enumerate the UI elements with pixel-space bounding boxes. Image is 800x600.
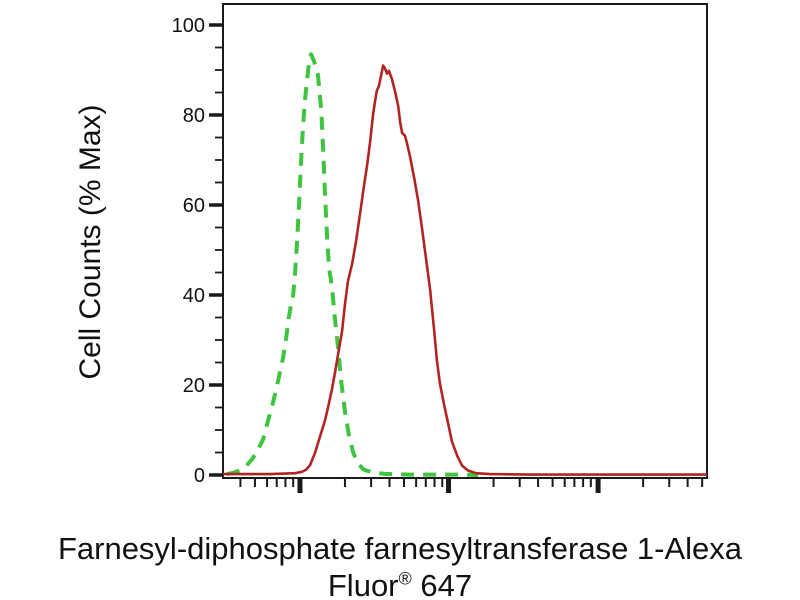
y-axis-tick-labels: 0 20 40 60 80 100 (172, 15, 205, 487)
y-tick-label: 60 (183, 195, 205, 217)
chart-title: Farnesyl-diphosphate farnesyltransferase… (0, 530, 800, 600)
chart-title-line1: Farnesyl-diphosphate farnesyltransferase… (57, 531, 743, 566)
plot-frame (222, 3, 708, 479)
y-tick-label: 100 (172, 15, 205, 37)
x-axis-ticks (239, 478, 704, 493)
registered-trademark-symbol: ® (398, 568, 412, 589)
series-curves (223, 52, 707, 477)
curve-red-solid-antibody (223, 64, 707, 476)
y-tick-label: 20 (183, 375, 205, 397)
chart-title-line2-post: 647 (411, 568, 473, 600)
curve-green-dashed-control (226, 52, 479, 477)
y-tick-label: 0 (194, 465, 205, 487)
y-tick-label: 80 (183, 105, 205, 127)
y-axis-ticks (209, 23, 223, 477)
chart-title-line2-pre: Fluor (327, 568, 399, 600)
histogram-plot: 0 20 40 60 80 100 Cell Counts (% Max) (74, 3, 708, 493)
y-tick-label: 40 (183, 285, 205, 307)
y-axis-title: Cell Counts (% Max) (74, 104, 107, 379)
chart-title-line2: Fluor® 647 (0, 567, 800, 600)
